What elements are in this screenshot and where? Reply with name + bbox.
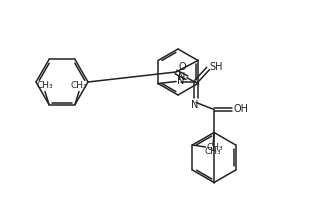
Text: CH₃: CH₃: [206, 143, 223, 152]
Text: CH₃: CH₃: [71, 81, 87, 90]
Text: CH₃: CH₃: [37, 81, 53, 90]
Text: SH: SH: [209, 62, 223, 72]
Text: CH₃: CH₃: [205, 147, 221, 156]
Text: OH: OH: [233, 104, 248, 114]
Text: N: N: [178, 72, 186, 82]
Text: O: O: [178, 62, 186, 72]
Text: N: N: [192, 100, 199, 110]
Text: N: N: [177, 76, 184, 86]
